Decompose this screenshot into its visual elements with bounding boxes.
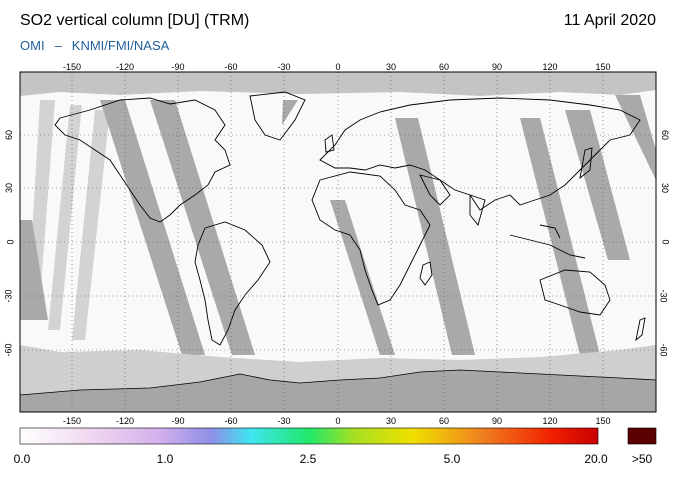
- lon-tick-bottom: -30: [277, 416, 291, 426]
- lon-tick-bottom: -90: [171, 416, 185, 426]
- lon-tick-top: 90: [491, 62, 503, 72]
- colorbar-label: 1.0: [156, 452, 174, 466]
- lon-tick-top: 150: [595, 62, 611, 72]
- lat-tick-left: 60: [4, 129, 15, 141]
- lon-tick-bottom: 120: [542, 416, 558, 426]
- lat-tick-right: 30: [660, 182, 671, 194]
- lon-tick-top: 0: [335, 62, 341, 72]
- satellite-swaths: [20, 95, 656, 355]
- lon-tick-bottom: -60: [224, 416, 238, 426]
- lon-tick-top: 60: [438, 62, 450, 72]
- lat-tick-right: -30: [658, 289, 669, 303]
- lon-tick-top: -150: [62, 62, 82, 72]
- colorbar-label: 20.0: [584, 452, 608, 466]
- lat-tick-left: 0: [5, 239, 16, 245]
- lon-tick-bottom: 30: [385, 416, 397, 426]
- coastlines: [54, 91, 646, 346]
- credit-instrument: OMI: [20, 38, 45, 53]
- colorbar-label: 5.0: [443, 452, 461, 466]
- lon-tick-bottom: -120: [115, 416, 135, 426]
- lat-tick-left: -60: [3, 343, 14, 357]
- lat-tick-right: -60: [658, 343, 669, 357]
- colorbar-label: 2.5: [299, 452, 317, 466]
- colorbar-gradient: [19, 427, 599, 445]
- colorbar-over-swatch: [627, 427, 657, 445]
- colorbar-over-label: >50: [631, 452, 653, 466]
- colorbar: [19, 427, 657, 445]
- lon-tick-bottom: 150: [595, 416, 611, 426]
- lon-tick-bottom: 0: [335, 416, 341, 426]
- lon-tick-bottom: -150: [62, 416, 82, 426]
- lon-tick-top: -90: [171, 62, 185, 72]
- credit-separator: –: [54, 38, 62, 53]
- lon-tick-bottom: 60: [438, 416, 450, 426]
- map-panel: [19, 71, 657, 413]
- credit-agencies: KNMI/FMI/NASA: [71, 38, 170, 53]
- lon-tick-top: 120: [542, 62, 558, 72]
- map-border: [19, 71, 657, 413]
- lon-tick-top: -60: [224, 62, 238, 72]
- lon-tick-top: -120: [115, 62, 135, 72]
- colorbar-label: 0.0: [13, 452, 31, 466]
- lon-tick-bottom: 90: [491, 416, 503, 426]
- lat-tick-right: 0: [660, 239, 671, 245]
- map-date: 11 April 2020: [563, 12, 656, 29]
- lon-tick-top: 30: [385, 62, 397, 72]
- lat-tick-right: 60: [660, 129, 671, 141]
- lon-tick-top: -30: [277, 62, 291, 72]
- data-credit: OMI – KNMI/FMI/NASA: [20, 38, 169, 53]
- map-title: SO2 vertical column [DU] (TRM): [20, 12, 250, 29]
- lat-tick-left: 30: [4, 182, 15, 194]
- lat-tick-left: -30: [3, 289, 14, 303]
- graticule: [20, 72, 656, 412]
